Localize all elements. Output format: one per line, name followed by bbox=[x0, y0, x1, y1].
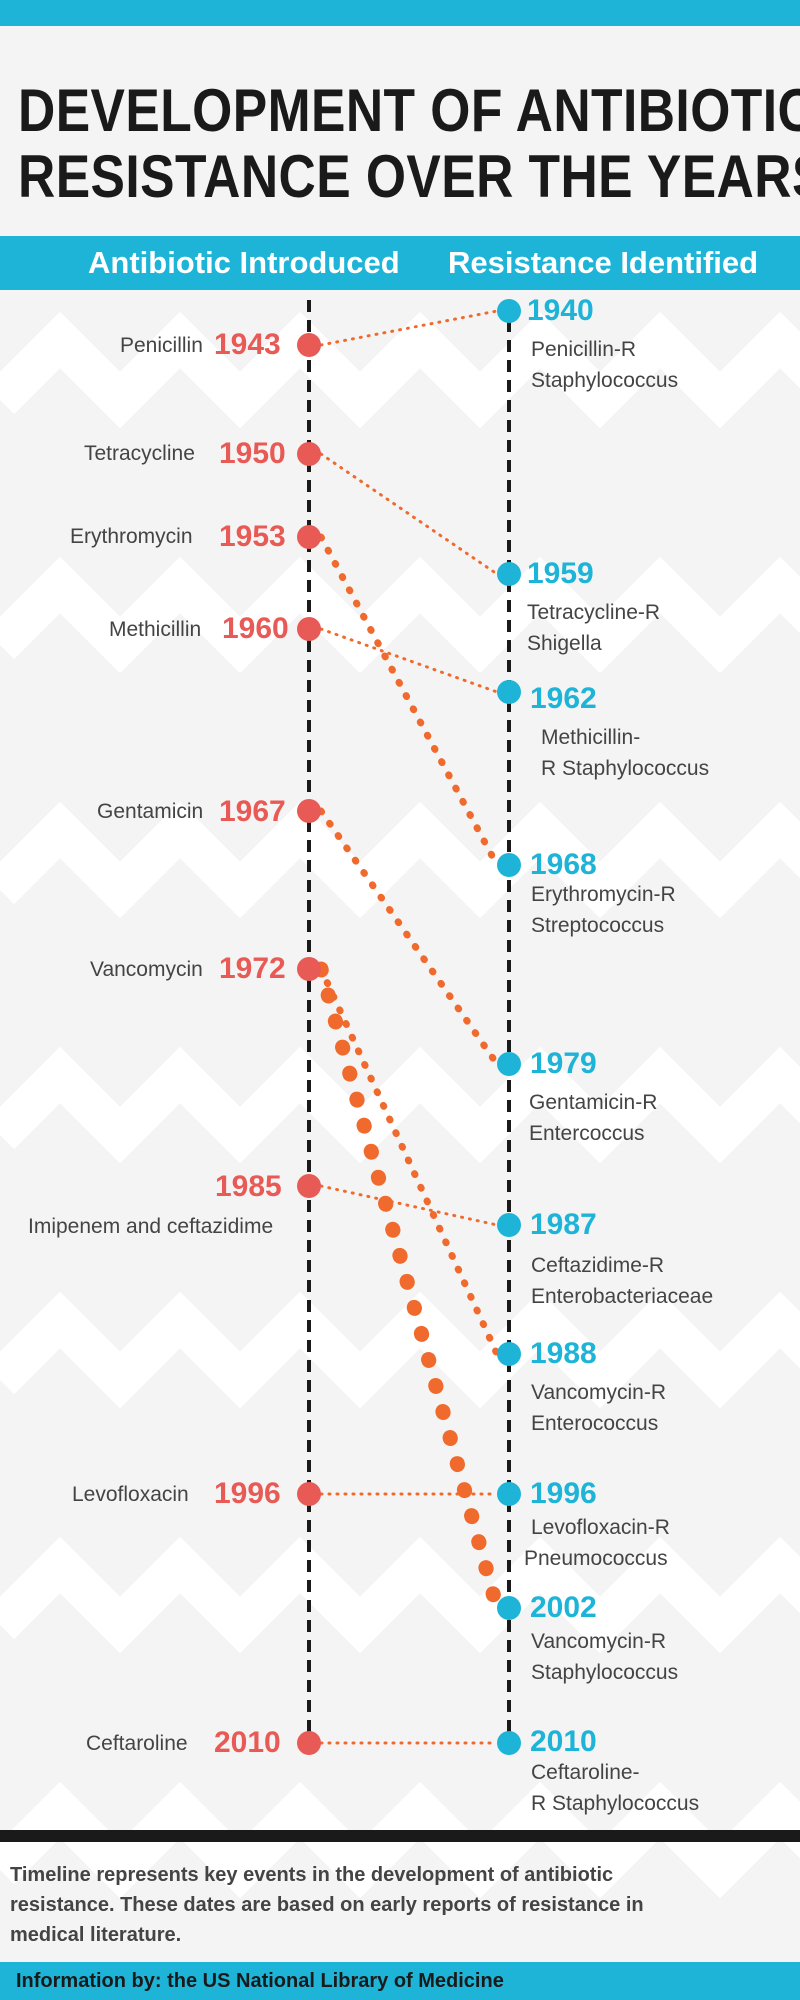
identified-year-1987: 1987 bbox=[530, 1208, 597, 1241]
column-header-identified: Resistance Identified bbox=[448, 245, 759, 280]
identified-dot-1968 bbox=[497, 853, 521, 877]
introduced-dot-1960 bbox=[297, 617, 321, 641]
chevron-stripe bbox=[0, 1046, 800, 1164]
identified-dot-1996 bbox=[497, 1482, 521, 1506]
identified-line1-1996: Levofloxacin-R bbox=[531, 1516, 670, 1539]
identified-line1-1959: Tetracycline-R bbox=[527, 601, 661, 624]
identified-line2-2002: Staphylococcus bbox=[531, 1661, 679, 1684]
identified-dot-1940 bbox=[497, 299, 521, 323]
link-1943-to-1940-0 bbox=[319, 309, 499, 347]
identified-dot-1959 bbox=[497, 562, 521, 586]
introduced-year-1996: 1996 bbox=[214, 1477, 281, 1510]
identified-dot-1979 bbox=[497, 1052, 521, 1076]
introduced-drug-gentamicin: Gentamicin bbox=[97, 800, 204, 823]
identified-dot-1987 bbox=[497, 1213, 521, 1237]
identified-line1-1987: Ceftazidime-R bbox=[531, 1254, 665, 1277]
identified-line1-1968: Erythromycin-R bbox=[531, 883, 676, 906]
identified-year-1940: 1940 bbox=[527, 294, 594, 327]
identified-line1-1940: Penicillin-R bbox=[531, 338, 637, 361]
introduced-year-1967: 1967 bbox=[219, 795, 286, 828]
introduced-dot-1967 bbox=[297, 799, 321, 823]
identified-year-2002: 2002 bbox=[530, 1591, 597, 1624]
introduced-year-1985: 1985 bbox=[215, 1170, 282, 1203]
introduced-dot-1996 bbox=[297, 1482, 321, 1506]
link-1953-to-1968-2 bbox=[317, 533, 501, 869]
introduced-dot-1985 bbox=[297, 1174, 321, 1198]
identified-dot-2002 bbox=[497, 1596, 521, 1620]
identified-dot-2010 bbox=[497, 1731, 521, 1755]
page-title: DEVELOPMENT OF ANTIBIOTIC RESISTANCE OVE… bbox=[18, 78, 800, 210]
introduced-dot-1972 bbox=[297, 957, 321, 981]
identified-dot-1962 bbox=[497, 680, 521, 704]
introduced-dot-1950 bbox=[297, 442, 321, 466]
introduced-drug-erythromycin: Erythromycin bbox=[70, 525, 193, 548]
introduced-drug-penicillin: Penicillin bbox=[120, 334, 203, 357]
identified-year-2010: 2010 bbox=[530, 1725, 597, 1758]
title-line-1: DEVELOPMENT OF ANTIBIOTIC bbox=[18, 77, 800, 144]
identified-line1-2002: Vancomycin-R bbox=[531, 1630, 666, 1653]
introduced-year-1943: 1943 bbox=[214, 328, 281, 361]
introduced-dot-2010 bbox=[297, 1731, 321, 1755]
link-1972-to-2002-6 bbox=[313, 961, 505, 1616]
introduced-drug-methicillin: Methicillin bbox=[109, 618, 202, 641]
introduced-drug-levofloxacin: Levofloxacin bbox=[72, 1483, 189, 1506]
introduced-dot-1943 bbox=[297, 333, 321, 357]
identified-line2-1959: Shigella bbox=[527, 632, 602, 655]
identified-year-1996: 1996 bbox=[530, 1477, 597, 1510]
identified-line2-1968: Streptococcus bbox=[531, 914, 665, 937]
introduced-year-1953: 1953 bbox=[219, 520, 286, 553]
introduced-dot-1953 bbox=[297, 525, 321, 549]
link-1950-to-1959-1 bbox=[319, 452, 499, 576]
introduced-year-1972: 1972 bbox=[219, 952, 286, 985]
column-header-band bbox=[0, 236, 800, 290]
bottom-accent-band bbox=[0, 1962, 800, 2000]
chevron-stripe bbox=[0, 1536, 800, 1654]
title-line-2: RESISTANCE OVER THE YEARS bbox=[18, 143, 800, 210]
identified-line1-2010: Ceftaroline- bbox=[531, 1761, 640, 1784]
identified-year-1962: 1962 bbox=[530, 682, 597, 715]
identified-line1-1979: Gentamicin-R bbox=[529, 1091, 658, 1114]
link-1972-to-1988-5 bbox=[317, 965, 501, 1358]
identified-line2-1987: Enterobacteriaceae bbox=[531, 1285, 714, 1308]
identified-line2-2010: R Staphylococcus bbox=[531, 1792, 700, 1815]
footer-note: Timeline represents key events in the de… bbox=[10, 1864, 644, 1946]
identified-line2-1996: Pneumococcus bbox=[524, 1547, 668, 1570]
column-header-introduced: Antibiotic Introduced bbox=[88, 245, 400, 280]
chevron-stripe bbox=[0, 1291, 800, 1409]
identified-dot-1988 bbox=[497, 1342, 521, 1366]
introduced-drug-vancomycin: Vancomycin bbox=[90, 958, 203, 981]
introduced-year-1960: 1960 bbox=[222, 612, 289, 645]
identified-line2-1979: Entercoccus bbox=[529, 1122, 645, 1145]
introduced-drug-tetracycline: Tetracycline bbox=[84, 442, 195, 465]
introduced-year-1950: 1950 bbox=[219, 437, 286, 470]
source-credit: Information by: the US National Library … bbox=[16, 1970, 504, 1992]
chevron-stripe bbox=[0, 801, 800, 919]
introduced-drug-ceftaroline: Ceftaroline bbox=[86, 1732, 188, 1755]
chevron-stripe bbox=[0, 311, 800, 429]
identified-line1-1962: Methicillin- bbox=[541, 726, 641, 749]
identified-year-1968: 1968 bbox=[530, 848, 597, 881]
footer-divider bbox=[0, 1830, 800, 1842]
top-accent-band bbox=[0, 0, 800, 26]
introduced-year-2010: 2010 bbox=[214, 1726, 281, 1759]
chevron-stripe bbox=[0, 1781, 800, 1899]
identified-year-1979: 1979 bbox=[530, 1047, 597, 1080]
identified-year-1959: 1959 bbox=[527, 557, 594, 590]
identified-line2-1962: R Staphylococcus bbox=[541, 757, 710, 780]
chevron-stripe bbox=[0, 556, 800, 674]
identified-year-1988: 1988 bbox=[530, 1337, 597, 1370]
link-1967-to-1979-4 bbox=[317, 807, 501, 1068]
identified-line1-1988: Vancomycin-R bbox=[531, 1381, 666, 1404]
introduced-drug-imipenem: Imipenem and ceftazidime bbox=[28, 1215, 274, 1238]
link-1960-to-1962-3 bbox=[319, 627, 499, 694]
link-1985-to-1987-7 bbox=[319, 1184, 499, 1227]
identified-line2-1940: Staphylococcus bbox=[531, 369, 679, 392]
identified-line2-1988: Enterococcus bbox=[531, 1412, 659, 1435]
